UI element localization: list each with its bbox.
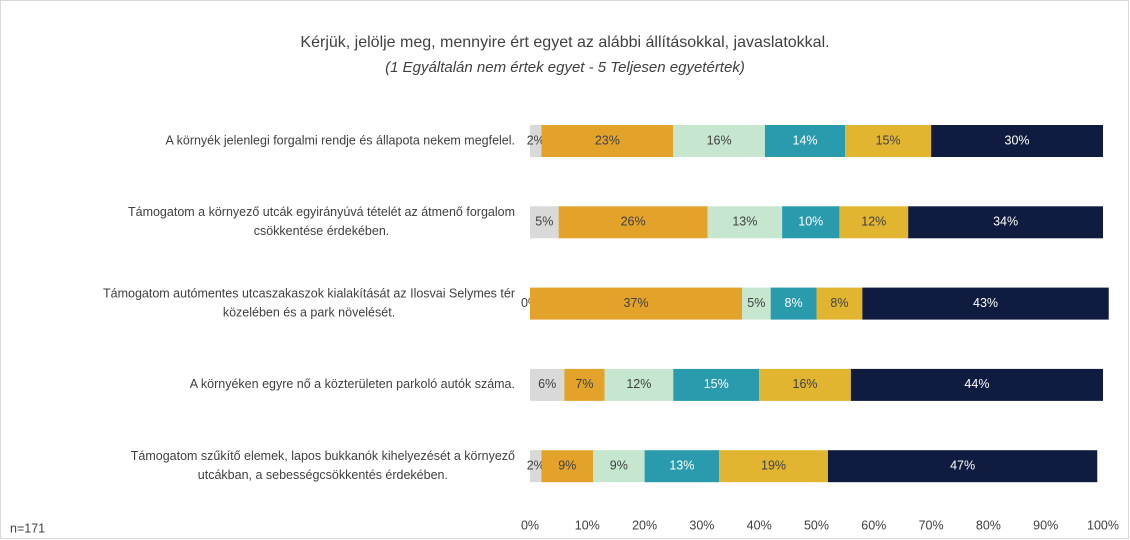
chart-subtitle: (1 Egyáltalán nem értek egyet - 5 Teljes… (385, 59, 745, 76)
data-label: 19% (761, 458, 786, 472)
x-tick-label: 70% (919, 518, 944, 532)
data-label: 15% (876, 133, 901, 147)
bar-segment (530, 450, 542, 483)
data-label: 6% (538, 377, 556, 391)
bar-segment (673, 368, 760, 401)
bar-segment (673, 125, 765, 157)
data-label: 7% (575, 377, 593, 391)
data-label: 8% (830, 296, 848, 310)
bar-segment (593, 450, 645, 483)
data-label: 9% (558, 458, 576, 472)
bar-segment (742, 287, 771, 320)
x-tick-label: 50% (804, 518, 829, 532)
data-label: 14% (793, 133, 818, 147)
data-label: 9% (610, 458, 628, 472)
bar-segment (764, 125, 846, 157)
bar-segment (862, 287, 1109, 320)
category-label: Támogatom a környező utcák egyirányúvá t… (128, 205, 515, 219)
data-label: 30% (1005, 133, 1030, 147)
x-tick-label: 100% (1087, 518, 1119, 532)
bar-segment (564, 368, 605, 401)
data-label: 15% (704, 377, 729, 391)
bar-segment (908, 206, 1103, 239)
data-label: 10% (798, 215, 823, 229)
x-tick-label: 30% (689, 518, 714, 532)
data-label: 13% (732, 215, 757, 229)
data-label: 13% (669, 458, 694, 472)
data-label: 2% (527, 458, 545, 472)
data-label: 34% (993, 215, 1018, 229)
bar-segment (816, 287, 863, 320)
data-label: 23% (595, 133, 620, 147)
bar-segment (604, 368, 674, 401)
bar-segment (530, 368, 565, 401)
x-tick-label: 80% (976, 518, 1001, 532)
data-label: 47% (950, 458, 975, 472)
category-label: A környéken egyre nő a közterületen park… (190, 377, 515, 391)
bar-segment (530, 287, 743, 320)
data-label: 43% (973, 296, 998, 310)
data-label: 16% (793, 377, 818, 391)
category-label: csökkentése érdekében. (254, 224, 390, 238)
sample-note: n=171 (10, 521, 45, 535)
data-label: 5% (747, 296, 765, 310)
x-tick-label: 0% (521, 518, 539, 532)
data-label: 37% (623, 296, 648, 310)
bar-segment (558, 206, 708, 239)
data-label: 16% (707, 133, 732, 147)
bar-segment (931, 125, 1103, 157)
x-tick-label: 60% (861, 518, 886, 532)
chart-title: Kérjük, jelölje meg, mennyire ért egyet … (300, 34, 829, 51)
bar-segment (827, 450, 1098, 483)
x-tick-label: 40% (747, 518, 772, 532)
bar-segment (839, 206, 909, 239)
data-label: 26% (621, 215, 646, 229)
category-label: Támogatom szűkítő elemek, lapos bukkanók… (131, 449, 515, 463)
bar-segment (541, 450, 594, 483)
bar-segment (530, 206, 559, 239)
bar-segment (644, 450, 720, 483)
bar-segment (850, 368, 1103, 401)
data-label: 2% (527, 133, 545, 147)
category-label: A környék jelenlegi forgalmi rendje és á… (166, 133, 516, 147)
bar-segment (770, 287, 817, 320)
x-tick-label: 10% (575, 518, 600, 532)
bar-segment (845, 125, 932, 157)
category-label: utcákban, a sebességcsökkentés érdekében… (198, 468, 448, 482)
data-label: 12% (861, 215, 886, 229)
category-label: Támogatom autómentes utcaszakaszok kiala… (103, 286, 515, 300)
data-label: 44% (964, 377, 989, 391)
x-tick-label: 90% (1033, 518, 1058, 532)
data-label: 12% (626, 377, 651, 391)
bar-segment (782, 206, 840, 239)
category-label: közelében és a park növelését. (223, 305, 395, 319)
data-label: 5% (535, 215, 553, 229)
x-tick-label: 20% (632, 518, 657, 532)
bar-segment (759, 368, 851, 401)
data-label: 8% (785, 296, 803, 310)
bar-segment (707, 206, 783, 239)
bar-segment (719, 450, 828, 483)
bar-segment (541, 125, 674, 157)
bar-segment (530, 125, 542, 157)
